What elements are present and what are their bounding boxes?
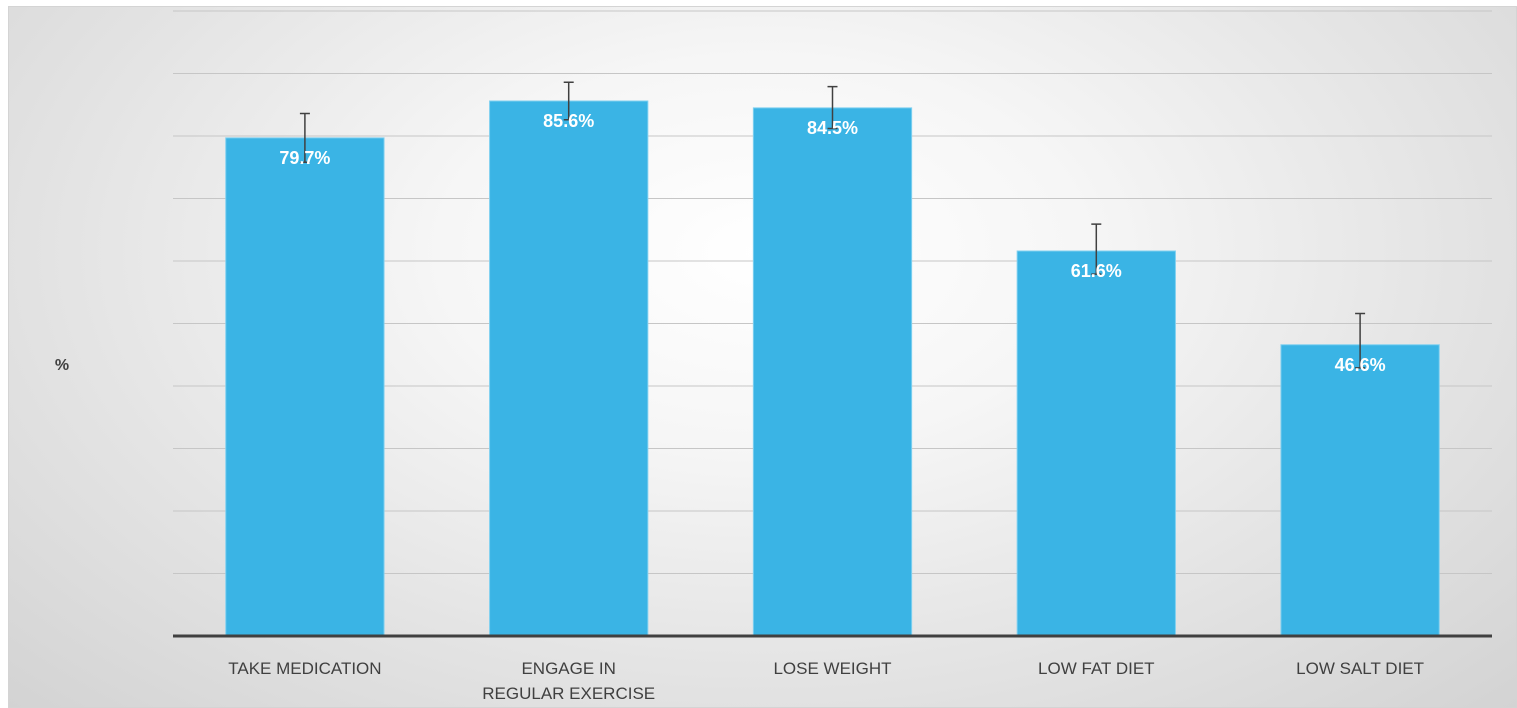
x-tick-label: LOSE WEIGHT bbox=[773, 659, 891, 678]
error-bar bbox=[563, 81, 574, 121]
error-bar bbox=[827, 85, 838, 130]
axes: TAKE MEDICATION ENGAGE IN REGULAR EXERCISE… bbox=[173, 634, 1492, 703]
data-labels: 79.7% 85.6% 84.5% 61.6% 46.6% bbox=[279, 111, 1385, 375]
bars bbox=[225, 100, 1440, 637]
x-tick-label: ENGAGE IN REGULAR EXERCISE bbox=[482, 659, 655, 703]
x-tick-label: LOW FAT DIET bbox=[1038, 659, 1155, 678]
error-bar bbox=[1355, 312, 1366, 369]
data-label: 46.6% bbox=[1335, 355, 1386, 375]
bar bbox=[1016, 250, 1176, 637]
error-bar bbox=[299, 112, 310, 163]
bar-chart: 79.7% 85.6% 84.5% 61.6% 46.6% TAKE MEDICATIO… bbox=[55, 10, 1492, 703]
data-label: 61.6% bbox=[1071, 261, 1122, 281]
x-tick-label: LOW SALT DIET bbox=[1296, 659, 1424, 678]
error-bars bbox=[299, 81, 1366, 369]
bar bbox=[752, 107, 913, 637]
data-label: 79.7% bbox=[279, 148, 330, 168]
data-label: 85.6% bbox=[543, 111, 594, 131]
bar bbox=[1280, 344, 1440, 637]
data-label: 84.5% bbox=[807, 118, 858, 138]
error-bar bbox=[1091, 223, 1102, 275]
bar bbox=[489, 100, 649, 637]
chart-container: 79.7% 85.6% 84.5% 61.6% 46.6% TAKE MEDICATIO… bbox=[8, 6, 1517, 708]
x-tick-label: TAKE MEDICATION bbox=[228, 659, 381, 678]
bar bbox=[225, 137, 385, 637]
y-axis-title: % bbox=[55, 357, 69, 374]
